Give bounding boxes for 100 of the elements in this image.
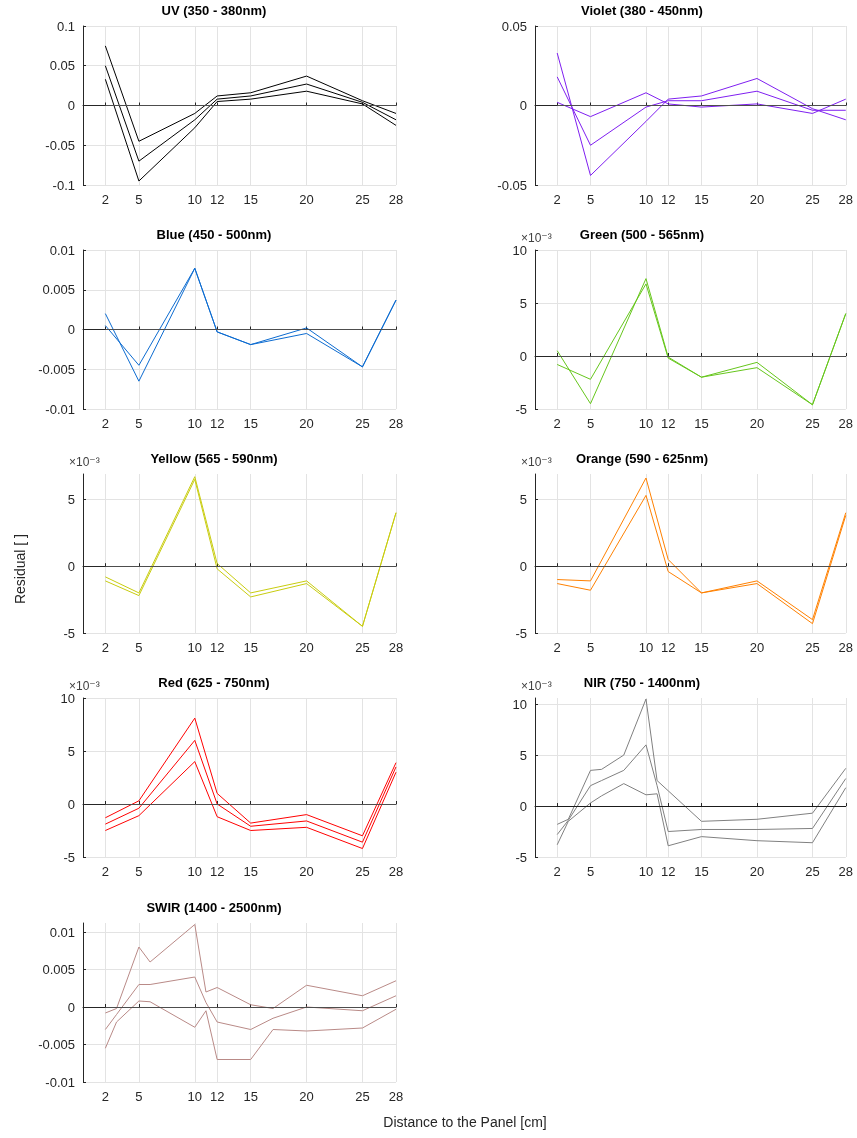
chart-title: Yellow (565 - 590nm) xyxy=(150,451,278,466)
x-tick-label: 12 xyxy=(209,640,225,655)
y-tick-label: 0 xyxy=(519,558,527,574)
chart-title: Blue (450 - 500nm) xyxy=(156,227,272,242)
y-tick-label: -0.01 xyxy=(45,1074,75,1090)
y-tick-label: -0.1 xyxy=(52,177,75,193)
y-tick-label: 0.05 xyxy=(501,18,527,34)
y-tick-label: 0 xyxy=(67,796,75,812)
x-tick-label: 5 xyxy=(586,864,595,879)
x-tick-label: 15 xyxy=(694,192,709,207)
x-tick-label: 28 xyxy=(838,864,853,879)
text: ×10⁻³ xyxy=(521,679,552,693)
x-tick-label: 2 xyxy=(101,640,109,655)
y-tick-label: -0.05 xyxy=(45,137,75,153)
y-tick-label: 0.005 xyxy=(42,962,75,977)
y-tick-label: -0.01 xyxy=(45,401,75,417)
x-axis-title: Distance to the Panel [cm] xyxy=(383,1114,547,1130)
y-tick-label: -5 xyxy=(515,625,527,641)
x-tick-label: 28 xyxy=(388,640,404,655)
y-tick-label: 0 xyxy=(519,348,527,364)
x-tick-label: 15 xyxy=(243,640,258,655)
y-tick-label: 10 xyxy=(512,242,527,258)
x-tick-label: 5 xyxy=(135,864,143,879)
x-tick-label: 28 xyxy=(388,864,404,879)
y-tick-label: 0 xyxy=(67,98,75,113)
x-tick-label: 2 xyxy=(101,1089,109,1104)
x-tick-label: 10 xyxy=(638,864,654,879)
x-tick-label: 25 xyxy=(355,640,370,655)
x-tick-label: 20 xyxy=(299,640,314,655)
x-tick-label: 20 xyxy=(749,864,765,879)
x-tick-label: 28 xyxy=(838,192,853,207)
x-tick-label: 28 xyxy=(388,1089,404,1104)
y-tick-label: 0.01 xyxy=(49,242,75,258)
x-tick-label: 2 xyxy=(101,416,109,431)
chart-title: Green (500 - 565nm) xyxy=(579,227,705,242)
x-tick-label: 5 xyxy=(135,416,143,431)
text: ×10⁻³ xyxy=(521,231,552,245)
x-tick-label: 10 xyxy=(187,640,203,655)
y-tick-label: 5 xyxy=(519,295,527,311)
x-tick-label: 28 xyxy=(388,192,404,207)
y-tick-label: -0.005 xyxy=(38,361,75,377)
x-tick-label: 12 xyxy=(660,416,676,431)
y-tick-label: 10 xyxy=(60,690,75,706)
x-tick-label: 5 xyxy=(586,640,595,655)
y-tick-label: 0.01 xyxy=(49,924,75,940)
x-tick-label: 12 xyxy=(660,640,676,655)
x-tick-label: 25 xyxy=(355,192,370,207)
x-tick-label: 20 xyxy=(749,416,765,431)
y-tick-label: -5 xyxy=(515,401,527,417)
x-tick-label: 10 xyxy=(638,416,654,431)
text: ×10⁻³ xyxy=(521,455,552,469)
x-tick-label: 5 xyxy=(135,1089,143,1104)
x-tick-label: 20 xyxy=(749,640,765,655)
x-tick-label: 25 xyxy=(805,416,820,431)
x-tick-label: 2 xyxy=(553,640,561,655)
x-tick-label: 20 xyxy=(749,192,765,207)
x-tick-label: 12 xyxy=(209,192,225,207)
chart-title: Orange (590 - 625nm) xyxy=(575,451,709,466)
x-tick-label: 2 xyxy=(101,192,109,207)
x-tick-label: 12 xyxy=(209,864,225,879)
y-tick-label: 0 xyxy=(67,322,75,337)
x-tick-label: 5 xyxy=(135,192,143,207)
y-tick-label: 10 xyxy=(512,696,527,712)
x-tick-label: 25 xyxy=(805,192,820,207)
y-tick-label: 5 xyxy=(519,491,527,507)
y-tick-label: -5 xyxy=(63,849,75,865)
y-tick-label: -0.05 xyxy=(497,177,527,193)
chart-title: Red (625 - 750nm) xyxy=(158,675,270,690)
y-tick-label: -5 xyxy=(63,625,75,641)
y-tick-label: 0 xyxy=(519,798,527,814)
y-tick-label: 5 xyxy=(519,747,527,763)
x-tick-label: 25 xyxy=(355,864,370,879)
x-tick-label: 25 xyxy=(805,640,820,655)
y-tick-label: 0 xyxy=(67,558,75,574)
x-tick-label: 2 xyxy=(101,864,109,879)
x-tick-label: 10 xyxy=(638,192,654,207)
x-tick-label: 12 xyxy=(209,416,225,431)
x-tick-label: 10 xyxy=(187,1089,203,1104)
chart-title: Violet (380 - 450nm) xyxy=(581,3,703,18)
x-tick-label: 2 xyxy=(553,864,561,879)
text: ×10⁻³ xyxy=(69,679,100,693)
x-tick-label: 12 xyxy=(660,864,676,879)
x-tick-label: 20 xyxy=(299,416,314,431)
y-axis-title: Residual [ ] xyxy=(12,533,28,605)
x-tick-label: 15 xyxy=(243,864,258,879)
x-tick-label: 5 xyxy=(586,416,595,431)
y-tick-label: 0.05 xyxy=(49,58,75,74)
x-tick-label: 15 xyxy=(243,192,258,207)
x-tick-label: 20 xyxy=(299,1089,314,1104)
x-tick-label: 28 xyxy=(388,416,404,431)
y-tick-label: -0.005 xyxy=(38,1037,75,1052)
x-tick-label: 10 xyxy=(187,416,203,431)
y-tick-label: 0 xyxy=(67,999,75,1015)
y-tick-label: 0.005 xyxy=(42,282,75,298)
text: ×10⁻³ xyxy=(69,455,100,469)
chart-title: SWIR (1400 - 2500nm) xyxy=(146,900,282,915)
x-tick-label: 5 xyxy=(135,640,143,655)
x-tick-label: 12 xyxy=(660,192,676,207)
x-tick-label: 15 xyxy=(694,416,709,431)
x-tick-label: 20 xyxy=(299,192,314,207)
